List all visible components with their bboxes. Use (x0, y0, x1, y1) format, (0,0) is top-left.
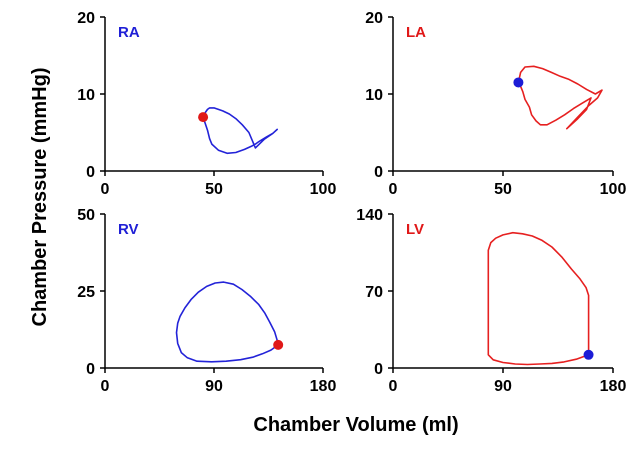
y-axis-title: Chamber Pressure (mmHg) (29, 68, 51, 327)
x-tick-label: 0 (389, 378, 398, 395)
axis-spines (392, 214, 613, 369)
x-tick-label: 0 (101, 181, 110, 198)
axis-spines (392, 17, 613, 172)
y-tick-label: 0 (86, 164, 95, 181)
panel-label-lv: LV (406, 221, 424, 238)
x-tick-label: 50 (494, 181, 512, 198)
marker-dot-lv (583, 349, 594, 360)
pv-loop-ra (202, 107, 279, 155)
y-tick-label: 25 (77, 284, 95, 301)
x-tick-label: 0 (101, 378, 110, 395)
panel-lv: 0 70 140 0 90 180 LV (356, 207, 626, 395)
panel-la: 0 10 20 0 50 100 LA (365, 10, 626, 198)
panel-label-la: LA (406, 24, 426, 41)
marker-dot-la (513, 77, 524, 88)
y-tick-label: 20 (365, 10, 383, 27)
x-tick-label: 90 (494, 378, 512, 395)
x-tick-label: 0 (389, 181, 398, 198)
y-tick-label: 140 (356, 207, 383, 224)
x-tick-label: 90 (205, 378, 223, 395)
y-tick-label: 10 (77, 87, 95, 104)
marker-dot-rv (273, 339, 284, 350)
x-tick-label: 100 (600, 181, 627, 198)
y-tick-label: 0 (86, 361, 95, 378)
panel-label-rv: RV (118, 221, 139, 238)
x-tick-label: 180 (600, 378, 627, 395)
x-axis-title: Chamber Volume (ml) (253, 414, 458, 436)
panel-label-ra: RA (118, 24, 140, 41)
y-tick-label: 0 (374, 361, 383, 378)
x-tick-label: 50 (205, 181, 223, 198)
x-tick-label: 180 (310, 378, 337, 395)
marker-dot-ra (198, 112, 209, 123)
pv-loop-rv (175, 281, 280, 363)
pv-loop-la (517, 65, 603, 130)
y-tick-label: 50 (77, 207, 95, 224)
y-tick-label: 10 (365, 87, 383, 104)
x-tick-label: 100 (310, 181, 337, 198)
pv-loop-lv (487, 231, 590, 366)
panel-ra: 0 10 20 0 50 100 RA (77, 10, 336, 198)
y-tick-label: 20 (77, 10, 95, 27)
y-tick-label: 70 (365, 284, 383, 301)
panel-rv: 0 25 50 0 90 180 RV (77, 207, 336, 395)
y-tick-label: 0 (374, 164, 383, 181)
